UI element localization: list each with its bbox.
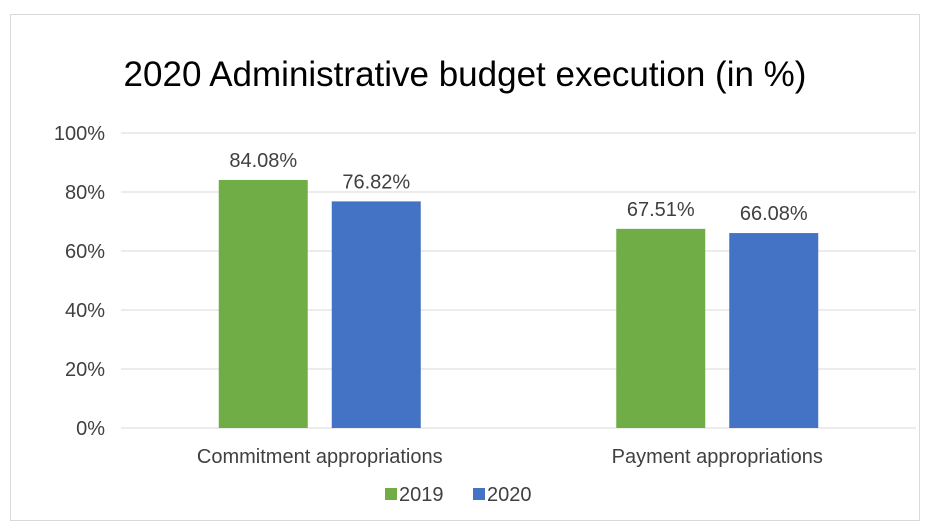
y-tick-label: 100% <box>54 123 105 145</box>
x-tick-label: Commitment appropriations <box>197 446 443 468</box>
data-label: 66.08% <box>740 203 808 225</box>
y-tick-label: 80% <box>65 182 105 204</box>
data-label: 76.82% <box>342 171 410 193</box>
bar-2019-0 <box>219 180 308 428</box>
y-tick-label: 60% <box>65 241 105 263</box>
bars <box>219 180 819 428</box>
y-tick-label: 0% <box>76 418 105 440</box>
x-tick-label: Payment appropriations <box>612 446 823 468</box>
y-tick-label: 20% <box>65 359 105 381</box>
x-axis-ticks: Commitment appropriations Payment appropr… <box>197 446 823 468</box>
bar-2020-1 <box>729 233 818 428</box>
bar-2019-1 <box>616 229 705 428</box>
data-labels: 84.08% 76.82% 67.51% 66.08% <box>229 150 808 225</box>
data-label: 67.51% <box>627 199 695 221</box>
legend-label-2019: 2019 <box>399 484 444 506</box>
data-label: 84.08% <box>229 150 297 172</box>
legend-label-2020: 2020 <box>487 484 532 506</box>
chart-title: 2020 Administrative budget execution (in… <box>124 55 807 94</box>
legend-swatch-2019 <box>385 488 397 500</box>
legend-swatch-2020 <box>473 488 485 500</box>
bar-2020-0 <box>332 201 421 428</box>
y-axis-ticks: 0% 20% 40% 60% 80% 100% <box>54 123 105 440</box>
y-tick-label: 40% <box>65 300 105 322</box>
legend: 2019 2020 <box>385 484 532 506</box>
